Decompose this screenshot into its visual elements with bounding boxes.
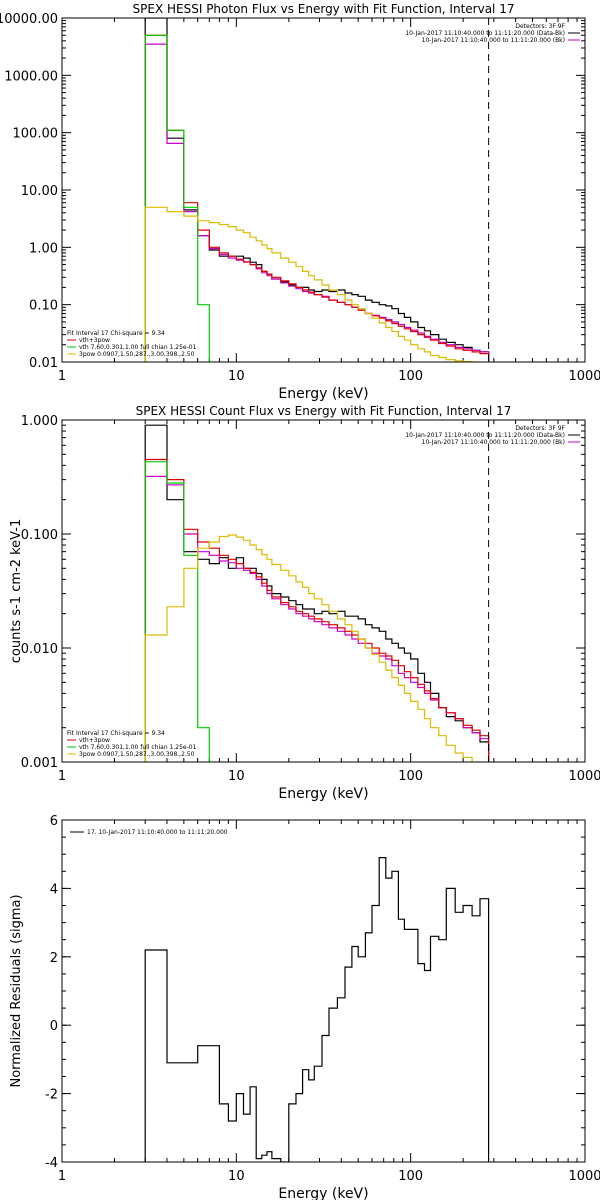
series-data-bk: [144, 424, 490, 762]
x-tick-label: 10: [228, 769, 245, 784]
series-group: [144, 857, 490, 1162]
y-tick-label: 6: [50, 814, 58, 829]
y-tick-label: -4: [45, 1156, 58, 1171]
chart-title: SPEX HESSI Photon Flux vs Energy with Fi…: [133, 2, 515, 16]
plot-frame: [61, 819, 586, 1163]
x-axis-label: Energy (keV): [278, 386, 368, 402]
x-axis-label: Energy (keV): [278, 1186, 368, 1200]
y-tick-label: 100.00: [13, 127, 59, 142]
legend-text: vth+3pow: [79, 737, 110, 744]
legend-text: 10-Jan-2017 11:10:40.000 to 11:11:20.000…: [422, 37, 565, 44]
chart-title: SPEX HESSI Count Flux vs Energy with Fit…: [136, 404, 512, 418]
x-tick-label: 10: [228, 369, 245, 384]
chart-panel-3: 1 10 100 1000 -4 -2 0 2 4 6 Energy (keV) Normalized…: [9, 814, 600, 1202]
legend-text: vth+3pow: [79, 337, 110, 344]
series-3pow: [144, 206, 481, 362]
chart-panel-2: SPEX HESSI Count Flux vs Energy with Fit…: [9, 404, 600, 802]
series-data-bk: [144, 18, 490, 362]
x-tick-label: 1: [58, 369, 66, 384]
y-axis-label: counts s-1 cm-2 keV-1: [9, 519, 24, 664]
legend-text: Detectors: 3F 9F: [515, 23, 565, 30]
y-tick-label: 4: [50, 882, 58, 897]
x-tick-label: 100: [398, 769, 423, 784]
x-tick-label: 10: [228, 1169, 245, 1184]
legend-text: vth 7.60,0.301,1.00 full chian 1.25e-01: [79, 744, 197, 751]
legend-text: 10-Jan-2017 11:10:40.000 to 11:11:20.000…: [405, 432, 565, 439]
series-vth-3pow: [144, 34, 490, 362]
series-3pow: [144, 534, 481, 762]
plot-frame: [61, 17, 586, 363]
y-tick-label: 10.00: [21, 184, 58, 199]
plot-frame: [61, 419, 586, 763]
legend-text: 3pow 0.0907,1.50,287.,3.00,398.,2.50: [79, 751, 195, 758]
x-tick-label: 1000: [568, 769, 600, 784]
y-tick-label: -2: [45, 1088, 58, 1103]
y-tick-label: 0.01: [29, 356, 58, 371]
legend-text: 3pow 0.0907,1.50,287.,3.00,398.,2.50: [79, 351, 195, 358]
chart-panel-1: SPEX HESSI Photon Flux vs Energy with Fi…: [0, 2, 600, 402]
legend-text: Fit Interval 17 Chi-square = 9.34: [67, 330, 165, 337]
y-tick-label: 1000.00: [4, 69, 58, 84]
legend-text: 17. 10-Jan-2017 11:10:40.000 to 11:11:20…: [87, 829, 228, 836]
legend-text: Detectors: 3F 9F: [515, 425, 565, 432]
y-tick-label: 0: [50, 1019, 58, 1034]
x-tick-label: 100: [398, 369, 423, 384]
x-tick-label: 1000: [568, 1169, 600, 1184]
y-tick-label: 10000.00: [0, 12, 58, 27]
series-vth: [144, 461, 210, 762]
y-tick-label: 0.10: [29, 299, 58, 314]
series-bk: [144, 43, 490, 362]
legend-text: 10-Jan-2017 11:10:40.000 to 11:11:20.000…: [422, 439, 565, 446]
legend-text: vth 7.60,0.301,1.00 full chian 1.25e-01: [79, 344, 197, 351]
legend-text: 10-Jan-2017 11:10:40.000 to 11:11:20.000…: [405, 30, 565, 37]
series-vth: [144, 34, 210, 362]
y-tick-label: 1.00: [29, 241, 58, 256]
series-bk: [144, 475, 490, 762]
series-group: [144, 18, 490, 362]
series-group: [144, 424, 490, 762]
y-tick-label: 0.100: [21, 528, 58, 543]
y-tick-label: 2: [50, 951, 58, 966]
series-17: [144, 857, 490, 1162]
y-axis-label: Normalized Residuals (sigma): [9, 894, 24, 1087]
x-tick-label: 1: [58, 769, 66, 784]
series-vth-3pow: [144, 458, 490, 762]
x-tick-label: 1: [58, 1169, 66, 1184]
x-axis-label: Energy (keV): [278, 786, 368, 802]
y-tick-label: 1.000: [21, 414, 58, 429]
y-tick-label: 0.001: [21, 756, 58, 771]
x-tick-label: 100: [398, 1169, 423, 1184]
legend-text: Fit Interval 17 Chi-square = 9.34: [67, 730, 165, 737]
x-tick-label: 1000: [568, 369, 600, 384]
y-tick-label: 0.010: [21, 642, 58, 657]
